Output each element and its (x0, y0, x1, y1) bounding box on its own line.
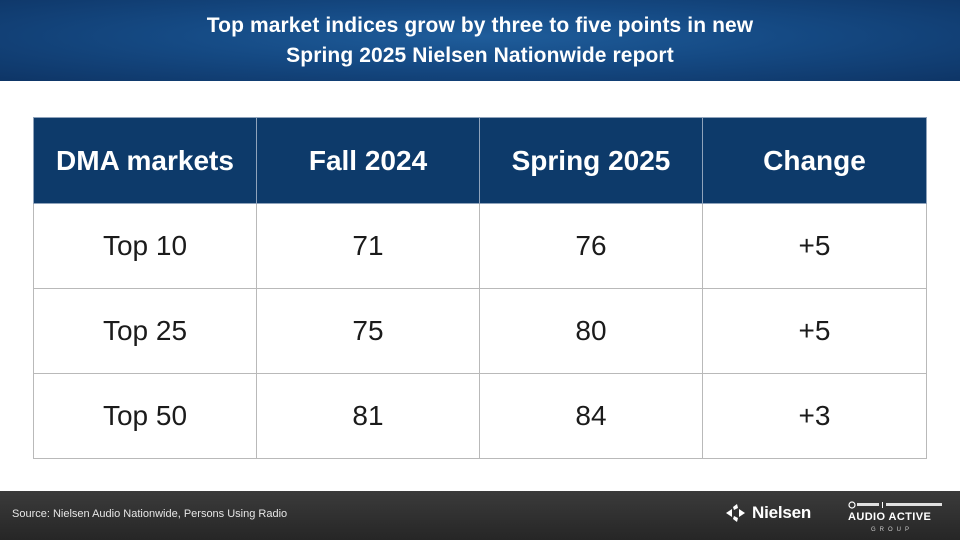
title-banner: Top market indices grow by three to five… (0, 0, 960, 81)
svg-text:AUDIO ACTIVE: AUDIO ACTIVE (848, 511, 931, 523)
column-header-dma-markets: DMA markets (33, 117, 257, 204)
table-row: Top 50 81 84 +3 (33, 373, 927, 459)
cell-market: Top 50 (33, 373, 257, 459)
page-title-line-2: Spring 2025 Nielsen Nationwide report (286, 43, 674, 67)
cell-change: +5 (702, 203, 927, 289)
audio-active-group-logo-icon: AUDIO ACTIVE GROUP (848, 501, 942, 533)
column-header-fall-2024: Fall 2024 (256, 117, 480, 204)
column-header-spring-2025: Spring 2025 (479, 117, 703, 204)
cell-fall-2024: 75 (256, 288, 480, 374)
cell-fall-2024: 81 (256, 373, 480, 459)
cell-spring-2025: 80 (479, 288, 703, 374)
cell-spring-2025: 76 (479, 203, 703, 289)
table-row: Top 25 75 80 +5 (33, 288, 927, 374)
cell-spring-2025: 84 (479, 373, 703, 459)
footer-bar: Source: Nielsen Audio Nationwide, Person… (0, 491, 960, 540)
cell-fall-2024: 71 (256, 203, 480, 289)
page-title-line-1: Top market indices grow by three to five… (206, 13, 754, 37)
column-header-change: Change (702, 117, 927, 204)
svg-text:GROUP: GROUP (871, 527, 913, 533)
cell-market: Top 10 (33, 203, 257, 289)
dma-index-table: DMA markets Fall 2024 Spring 2025 Change… (33, 117, 927, 459)
source-note: Source: Nielsen Audio Nationwide, Person… (12, 508, 288, 520)
cell-market: Top 25 (33, 288, 257, 374)
table-row: Top 10 71 76 +5 (33, 203, 927, 289)
cell-change: +5 (702, 288, 927, 374)
nielsen-logo-mark-icon (726, 504, 745, 522)
nielsen-logo: Nielsen (724, 503, 811, 523)
cell-change: +3 (702, 373, 927, 459)
nielsen-logo-text: Nielsen (752, 503, 812, 522)
table-header-row: DMA markets Fall 2024 Spring 2025 Change (33, 117, 927, 204)
